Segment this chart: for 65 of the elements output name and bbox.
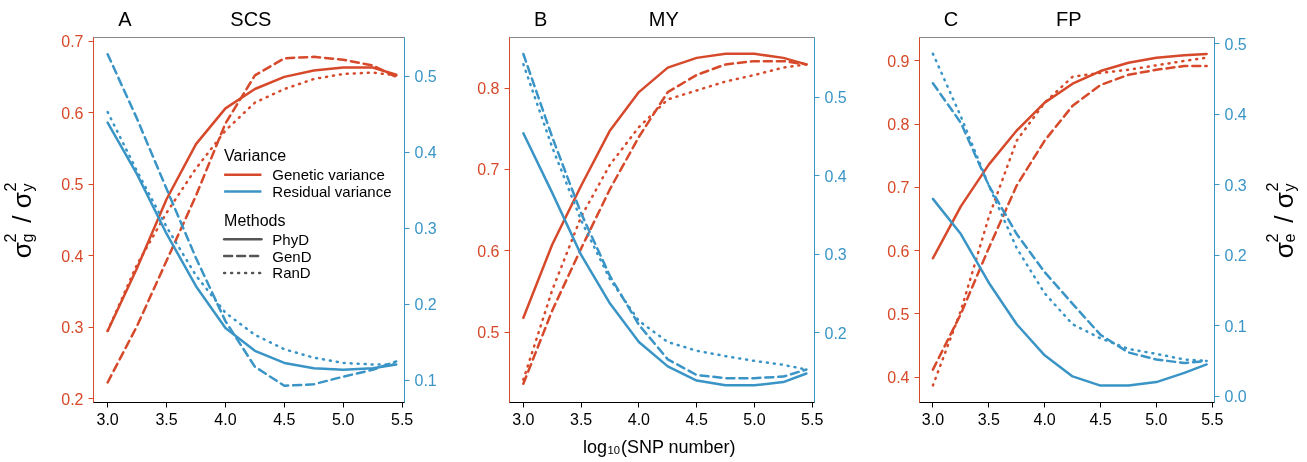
chart-title: FP <box>1056 7 1082 30</box>
y2-tick-label: 0.2 <box>414 296 437 314</box>
x-tick-label: 3.0 <box>96 410 119 428</box>
x-tick-label: 4.0 <box>1033 410 1056 428</box>
y-axis-title: σg2 / σy2 <box>0 182 37 259</box>
y2-tick-label: 0.5 <box>1224 35 1247 53</box>
annotation: RanD <box>272 264 311 282</box>
x-tick-label: 4.5 <box>1089 410 1112 428</box>
y-tick-label: 0.5 <box>477 324 500 342</box>
y2-tick-label: 0.3 <box>824 246 847 264</box>
y2-tick-label: 0.3 <box>414 220 437 238</box>
y2-tick-label: 0.4 <box>1224 106 1247 124</box>
legend-title: Variance <box>224 146 287 164</box>
y-tick-label: 0.4 <box>887 369 910 387</box>
y-tick-label: 0.3 <box>61 319 84 337</box>
x-tick-label: 3.5 <box>570 410 593 428</box>
y-tick-label: 0.8 <box>887 116 910 134</box>
x-tick-label: 3.5 <box>155 410 178 428</box>
x-tick-label: 3.0 <box>512 410 535 428</box>
y-tick-label: 0.4 <box>61 247 84 265</box>
y-tick-label: 0.6 <box>61 104 84 122</box>
y2-tick-label: 0.4 <box>414 144 437 162</box>
annotation: PhyD <box>272 230 310 248</box>
x-tick-label: 5.0 <box>1145 410 1168 428</box>
x-tick-label: 3.5 <box>977 410 1000 428</box>
y-tick-label: 0.5 <box>61 176 84 194</box>
x-tick-label: 4.0 <box>214 410 237 428</box>
y2-tick-label: 0.2 <box>824 324 847 342</box>
y2-tick-label: 0.1 <box>1224 317 1247 335</box>
y-tick-label: 0.7 <box>61 33 84 51</box>
x-tick-label: 5.5 <box>391 410 414 428</box>
y-tick-label: 0.9 <box>887 52 910 70</box>
legend-label: Genetic variance <box>272 166 385 184</box>
y2-tick-label: 0.5 <box>824 89 847 107</box>
chart-title: MY <box>648 7 679 30</box>
y-tick-label: 0.6 <box>477 242 500 260</box>
y2-tick-label: 0.1 <box>414 372 437 390</box>
legend-label: Residual variance <box>272 182 392 200</box>
y-tick-label: 0.7 <box>477 161 500 179</box>
text: C <box>943 7 959 30</box>
chart-title: SCS <box>230 7 272 30</box>
x-tick-label: 5.5 <box>1201 410 1224 428</box>
y-tick-label: 0.2 <box>61 390 84 408</box>
y2-tick-label: 0.4 <box>824 167 847 185</box>
y-tick-label: 0.6 <box>887 242 910 260</box>
y-tick-label: 0.5 <box>887 305 910 323</box>
x-tick-label: 5.0 <box>332 410 355 428</box>
text: A <box>118 7 133 30</box>
x-tick-label: 4.5 <box>273 410 296 428</box>
annotation: Methods <box>224 211 286 229</box>
y2-axis-title: σe2 / σy2 <box>1262 182 1299 259</box>
y2-tick-label: 0.2 <box>1224 247 1247 265</box>
x-tick-label: 5.0 <box>743 410 766 428</box>
y2-tick-label: 0.3 <box>1224 176 1247 194</box>
y-tick-label: 0.8 <box>477 80 500 98</box>
text: B <box>534 7 548 30</box>
x-axis-title: log10(SNP number) <box>583 436 736 457</box>
x-tick-label: 4.0 <box>627 410 651 428</box>
x-tick-label: 3.0 <box>921 410 945 428</box>
y2-tick-label: 0.0 <box>1224 388 1247 406</box>
y2-tick-label: 0.5 <box>414 68 437 86</box>
x-tick-label: 5.5 <box>801 410 824 428</box>
annotation: GenD <box>272 247 312 265</box>
x-tick-label: 4.5 <box>685 410 708 428</box>
y-tick-label: 0.7 <box>887 179 910 197</box>
